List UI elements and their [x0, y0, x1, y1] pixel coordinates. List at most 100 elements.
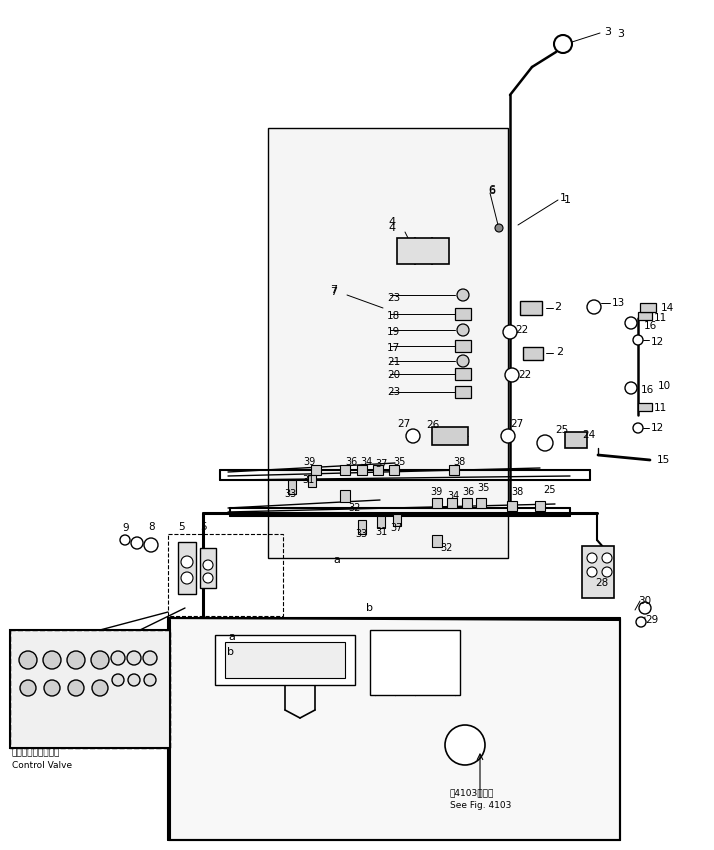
Text: 10: 10: [658, 381, 671, 391]
Text: 5: 5: [200, 522, 206, 532]
Bar: [432, 498, 442, 508]
Bar: [311, 465, 321, 475]
Text: 37: 37: [375, 459, 388, 469]
Circle shape: [20, 680, 36, 696]
Text: 4: 4: [388, 217, 395, 227]
Text: 4: 4: [388, 223, 395, 233]
Text: 9: 9: [122, 523, 129, 533]
Circle shape: [602, 567, 612, 577]
Text: 33: 33: [355, 529, 367, 539]
Bar: [370, 630, 460, 695]
Text: 39: 39: [303, 457, 316, 467]
Text: 25: 25: [543, 485, 555, 495]
Text: コントロールバルブ: コントロールバルブ: [12, 749, 61, 757]
Circle shape: [144, 674, 156, 686]
Bar: [462, 498, 472, 508]
Text: 38: 38: [511, 487, 523, 497]
Bar: [357, 465, 367, 475]
Text: 25: 25: [555, 425, 568, 435]
Bar: [455, 308, 471, 320]
Bar: [638, 312, 652, 320]
Text: 27: 27: [397, 419, 411, 429]
Circle shape: [587, 300, 601, 314]
Text: 18: 18: [387, 311, 401, 321]
Text: 38: 38: [453, 457, 466, 467]
Text: 7: 7: [330, 285, 337, 295]
Bar: [455, 368, 471, 380]
Bar: [640, 303, 656, 312]
Bar: [10, 630, 170, 748]
Circle shape: [203, 560, 213, 570]
Text: 21: 21: [387, 357, 401, 367]
Circle shape: [587, 553, 597, 563]
Text: 5: 5: [178, 522, 185, 532]
Circle shape: [537, 435, 553, 451]
Bar: [520, 301, 542, 315]
Text: b: b: [227, 647, 234, 657]
Text: 15: 15: [657, 455, 670, 465]
Text: 2: 2: [554, 302, 561, 312]
Circle shape: [120, 535, 130, 545]
Circle shape: [92, 680, 108, 696]
Circle shape: [501, 429, 515, 443]
Text: 23: 23: [387, 293, 401, 303]
Circle shape: [128, 674, 140, 686]
Circle shape: [112, 674, 124, 686]
Text: 22: 22: [515, 325, 528, 335]
Bar: [432, 535, 442, 547]
Circle shape: [633, 423, 643, 433]
Circle shape: [587, 567, 597, 577]
Bar: [432, 427, 468, 445]
Circle shape: [625, 382, 637, 394]
Text: 1: 1: [560, 193, 567, 203]
Circle shape: [144, 538, 158, 552]
Text: 3: 3: [617, 29, 624, 39]
Bar: [455, 386, 471, 398]
Circle shape: [457, 324, 469, 336]
Text: Control Valve: Control Valve: [12, 762, 72, 770]
Text: 31: 31: [375, 527, 387, 537]
Text: 12: 12: [651, 423, 664, 433]
Text: 39: 39: [430, 487, 442, 497]
Bar: [178, 542, 196, 594]
Text: 7: 7: [330, 287, 337, 297]
Text: 32: 32: [348, 503, 361, 513]
Bar: [507, 501, 517, 511]
Bar: [582, 546, 614, 598]
Text: 13: 13: [612, 298, 625, 308]
Bar: [340, 465, 350, 475]
Bar: [168, 534, 283, 616]
Bar: [377, 516, 385, 528]
Text: 14: 14: [661, 303, 674, 313]
Text: a: a: [333, 555, 340, 565]
Bar: [638, 403, 652, 411]
Circle shape: [181, 572, 193, 584]
Text: 6: 6: [488, 186, 495, 196]
Bar: [393, 514, 401, 526]
Circle shape: [445, 725, 485, 765]
Circle shape: [68, 680, 84, 696]
Text: 1: 1: [564, 195, 571, 205]
Circle shape: [67, 651, 85, 669]
Bar: [455, 340, 471, 352]
Bar: [308, 475, 316, 487]
Text: b: b: [366, 603, 373, 613]
Circle shape: [639, 602, 651, 614]
Bar: [10, 630, 170, 748]
Text: 12: 12: [651, 337, 664, 347]
Text: 35: 35: [477, 483, 489, 493]
Circle shape: [633, 335, 643, 345]
Text: 34: 34: [447, 491, 459, 501]
Bar: [215, 635, 355, 685]
Bar: [288, 480, 296, 494]
Text: 35: 35: [393, 457, 406, 467]
Circle shape: [19, 651, 37, 669]
Bar: [565, 432, 587, 448]
Bar: [200, 548, 216, 588]
Circle shape: [625, 317, 637, 329]
Text: 34: 34: [360, 457, 372, 467]
Text: 2: 2: [556, 347, 563, 357]
Text: 28: 28: [595, 578, 608, 588]
Text: 26: 26: [426, 420, 439, 430]
Text: 19: 19: [387, 327, 401, 337]
